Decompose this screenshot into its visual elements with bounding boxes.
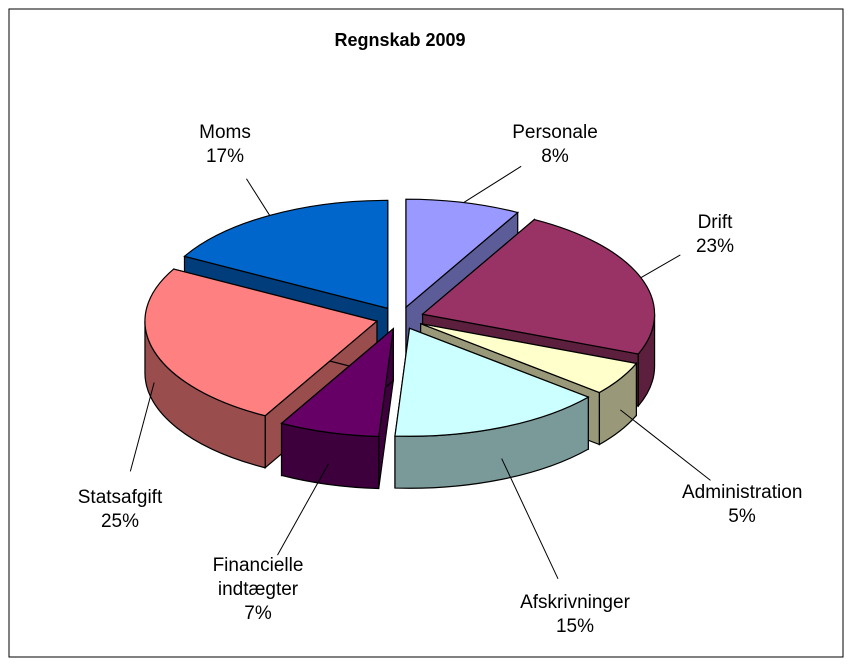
data-label: Statsafgift 25%	[45, 486, 195, 534]
value-label: 15%	[555, 616, 595, 637]
data-label: Financielle indtægter 7%	[183, 554, 333, 626]
category-label: Financielle indtægter	[212, 555, 304, 600]
slice	[420, 323, 638, 394]
data-label: Moms 17%	[150, 121, 300, 169]
data-label: Afskrivninger 15%	[500, 591, 650, 639]
leader-line	[277, 463, 330, 556]
category-label: Drift	[697, 212, 733, 233]
category-label: Personale	[512, 122, 598, 143]
category-label: Afskrivninger	[520, 592, 630, 613]
slice	[421, 218, 656, 355]
leader-line	[640, 254, 681, 279]
slice	[144, 268, 379, 417]
slice	[405, 198, 520, 309]
leader-line	[620, 409, 711, 481]
leader-line	[501, 458, 559, 579]
leader-line	[463, 165, 522, 203]
leader-line	[246, 178, 271, 216]
data-label: Administration 5%	[667, 481, 817, 529]
data-label: Drift 23%	[640, 211, 790, 259]
value-label: 17%	[205, 146, 245, 167]
data-label: Personale 8%	[480, 121, 630, 169]
value-label: 25%	[100, 511, 140, 532]
leader-line	[129, 382, 155, 472]
value-label: 23%	[695, 236, 735, 257]
category-label: Administration	[682, 482, 803, 503]
value-label: 5%	[728, 506, 756, 527]
slice	[394, 327, 590, 437]
category-label: Statsafgift	[77, 487, 163, 508]
slice	[280, 327, 395, 438]
category-label: Moms	[199, 122, 251, 143]
value-label: 8%	[541, 146, 569, 167]
chart-title: Regnskab 2009	[334, 30, 466, 50]
value-label: 7%	[244, 603, 272, 624]
